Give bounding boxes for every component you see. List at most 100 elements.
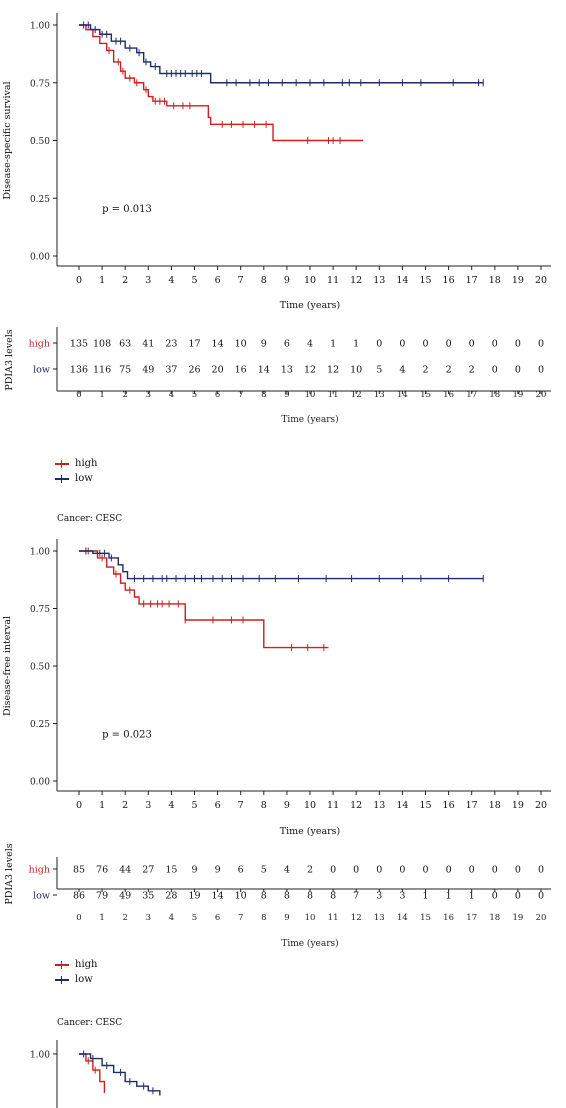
risk-x-tick-label: 0 bbox=[76, 913, 81, 923]
risk-cell-low: 7 bbox=[353, 891, 359, 902]
risk-cell-high: 85 bbox=[73, 865, 85, 876]
risk-cell-high: 17 bbox=[188, 339, 200, 350]
risk-cell-high: 15 bbox=[165, 865, 177, 876]
risk-cell-high: 4 bbox=[284, 865, 290, 876]
x-tick-label: 6 bbox=[215, 275, 221, 286]
legend-swatch-high bbox=[55, 960, 69, 969]
risk-x-tick-label: 10 bbox=[305, 390, 316, 400]
risk-x-tick-label: 11 bbox=[328, 390, 339, 400]
risk-cell-high: 0 bbox=[515, 865, 521, 876]
risk-x-tick-label: 8 bbox=[261, 913, 266, 923]
risk-cell-high: 6 bbox=[238, 865, 244, 876]
risk-x-tick-label: 5 bbox=[192, 390, 197, 400]
risk-cell-high: 44 bbox=[119, 865, 131, 876]
risk-x-tick-label: 16 bbox=[443, 390, 454, 400]
x-tick-label: 17 bbox=[466, 800, 478, 811]
risk-cell-low: 116 bbox=[93, 365, 111, 376]
p-value: p = 0.023 bbox=[102, 729, 152, 740]
risk-cell-high: 27 bbox=[142, 865, 154, 876]
risk-cell-high: 0 bbox=[469, 865, 475, 876]
x-tick-label: 15 bbox=[419, 275, 431, 286]
x-tick-label: 18 bbox=[489, 800, 501, 811]
risk-cell-low: 5 bbox=[376, 365, 382, 376]
risk-cell-low: 12 bbox=[327, 365, 339, 376]
risk-x-tick-label: 18 bbox=[489, 390, 500, 400]
x-tick-label: 12 bbox=[350, 800, 362, 811]
legend-1: high low bbox=[55, 456, 97, 486]
risk-x-tick-label: 8 bbox=[261, 390, 266, 400]
risk-cell-low: 10 bbox=[350, 365, 362, 376]
x-tick-label: 9 bbox=[284, 275, 290, 286]
risk-cell-high: 1 bbox=[353, 339, 359, 350]
series-high bbox=[79, 1053, 106, 1094]
risk-cell-low: 8 bbox=[261, 891, 267, 902]
risk-x-tick-label: 19 bbox=[512, 913, 523, 923]
x-tick-label: 17 bbox=[466, 275, 478, 286]
series-high bbox=[79, 24, 364, 144]
risk-x-tick-label: 20 bbox=[536, 390, 547, 400]
risk-x-tick-label: 6 bbox=[215, 390, 220, 400]
risk-cell-high: 6 bbox=[284, 339, 290, 350]
y-tick-label: 0.50 bbox=[30, 663, 50, 673]
risk-y-axis-label: PDIA3 levels bbox=[4, 843, 15, 904]
risk-cell-low: 13 bbox=[281, 365, 293, 376]
x-tick-label: 4 bbox=[168, 800, 174, 811]
x-tick-label: 7 bbox=[238, 800, 244, 811]
km-line-low bbox=[79, 550, 484, 580]
x-tick-label: 19 bbox=[512, 800, 524, 811]
risk-cell-low: 37 bbox=[165, 365, 177, 376]
legend-swatch-high bbox=[55, 459, 69, 468]
risk-x-tick-label: 5 bbox=[192, 913, 197, 923]
x-tick-label: 11 bbox=[327, 275, 339, 286]
risk-cell-low: 8 bbox=[284, 891, 290, 902]
x-tick-label: 16 bbox=[443, 275, 455, 286]
risk-cell-low: 75 bbox=[119, 365, 131, 376]
y-axis-label: Disease-free interval bbox=[2, 616, 13, 716]
risk-cell-high: 1 bbox=[330, 339, 336, 350]
x-tick-label: 13 bbox=[373, 800, 385, 811]
risk-cell-low: 16 bbox=[235, 365, 247, 376]
risk-x-tick-label: 17 bbox=[466, 390, 477, 400]
risk-x-tick-label: 6 bbox=[215, 913, 220, 923]
x-tick-label: 13 bbox=[373, 275, 385, 286]
risk-cell-high: 63 bbox=[119, 339, 131, 350]
x-tick-label: 15 bbox=[419, 800, 431, 811]
series-low bbox=[79, 547, 484, 583]
legend-item-low: low bbox=[55, 471, 97, 486]
risk-cell-low: 3 bbox=[376, 891, 382, 902]
risk-x-tick-label: 17 bbox=[466, 913, 477, 923]
legend-2: high low bbox=[55, 957, 97, 987]
risk-cell-low: 2 bbox=[446, 365, 452, 376]
x-tick-label: 16 bbox=[443, 800, 455, 811]
risk-cell-low: 12 bbox=[304, 365, 316, 376]
risk-cell-low: 3 bbox=[399, 891, 405, 902]
risk-cell-high: 10 bbox=[235, 339, 247, 350]
risk-cell-high: 0 bbox=[446, 865, 452, 876]
risk-x-tick-label: 9 bbox=[284, 390, 289, 400]
series-high bbox=[79, 547, 329, 652]
risk-x-tick-label: 2 bbox=[122, 390, 127, 400]
series-low bbox=[79, 1050, 161, 1096]
risk-cell-high: 9 bbox=[215, 865, 221, 876]
x-tick-label: 11 bbox=[327, 800, 339, 811]
risk-cell-high: 0 bbox=[469, 339, 475, 350]
risk-cell-high: 9 bbox=[261, 339, 267, 350]
x-tick-label: 8 bbox=[261, 800, 267, 811]
x-tick-label: 2 bbox=[122, 275, 128, 286]
risk-cell-high: 0 bbox=[538, 865, 544, 876]
legend-label-low: low bbox=[75, 473, 93, 484]
risk-cell-low: 49 bbox=[142, 365, 154, 376]
risk-row-label-high: high bbox=[29, 865, 50, 876]
risk-cell-high: 0 bbox=[399, 339, 405, 350]
km-panel-disease-specific: 0.000.250.500.751.000 1 2 3 4 5 6 7 8 9 10 11 12 13 14… bbox=[2, 13, 551, 425]
risk-x-tick-label: 18 bbox=[489, 913, 500, 923]
risk-x-tick-label: 3 bbox=[146, 913, 151, 923]
x-tick-label: 20 bbox=[535, 275, 547, 286]
risk-x-tick-label: 13 bbox=[374, 913, 385, 923]
risk-cell-low: 8 bbox=[307, 891, 313, 902]
x-tick-label: 18 bbox=[489, 275, 501, 286]
risk-x-tick-label: 1 bbox=[99, 913, 104, 923]
risk-cell-low: 10 bbox=[235, 891, 247, 902]
